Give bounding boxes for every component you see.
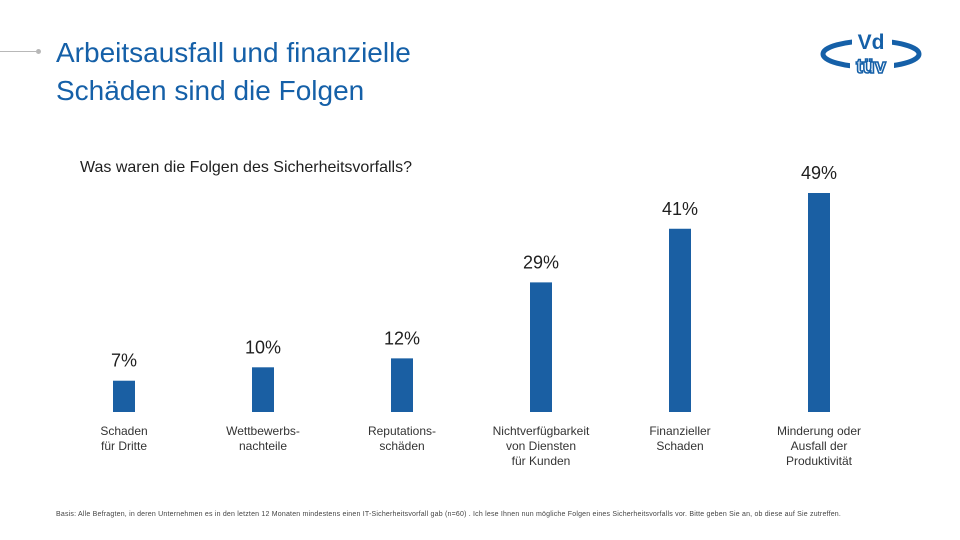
value-label-4: 29% xyxy=(523,252,559,272)
title-line-1: Arbeitsausfall und finanzielle xyxy=(56,37,411,68)
bar-5 xyxy=(669,228,691,412)
vdtuev-logo-icon: Vd tüv xyxy=(820,30,922,79)
category-label-2: Wettbewerbs-nachteile xyxy=(226,424,300,453)
chart-title: Was waren die Folgen des Sicherheitsvorf… xyxy=(80,159,413,176)
value-label-5: 41% xyxy=(662,199,698,219)
value-label-3: 12% xyxy=(384,328,420,348)
title-line-2: Schäden sind die Folgen xyxy=(56,75,365,106)
bar-4 xyxy=(530,282,552,412)
value-label-6: 49% xyxy=(801,163,837,183)
category-label-6: Minderung oder Ausfall der Produktivität xyxy=(777,424,861,468)
category-label-4: Nichtverfügbarkeit von Diensten für Kunden xyxy=(493,424,590,468)
category-label-5: Finanzieller Schaden xyxy=(649,424,710,453)
category-label-1: Schaden für Dritte xyxy=(100,424,147,453)
bar-3 xyxy=(391,358,413,412)
bar-1 xyxy=(113,380,135,412)
logo-text-top: Vd xyxy=(858,31,885,54)
footnote: Basis: Alle Befragten, in deren Unterneh… xyxy=(56,511,842,518)
bar-6 xyxy=(808,193,830,412)
decorative-dot xyxy=(36,49,41,54)
logo-text-bottom: tüv xyxy=(856,56,887,78)
slide-title: Arbeitsausfall und finanzielle Schäden s… xyxy=(56,34,756,110)
value-label-2: 10% xyxy=(245,337,281,357)
decorative-line xyxy=(0,51,36,52)
bar-2 xyxy=(252,367,274,412)
value-label-1: 7% xyxy=(111,351,137,371)
category-label-3: Reputations-schäden xyxy=(368,424,436,453)
